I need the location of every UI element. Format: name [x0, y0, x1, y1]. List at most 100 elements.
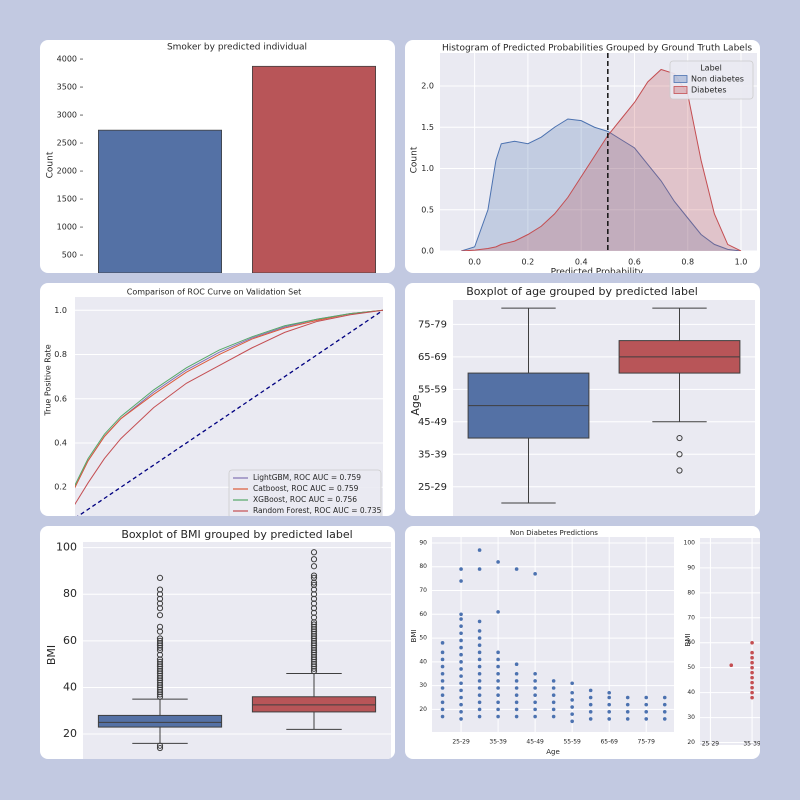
point: [496, 700, 500, 705]
y-tick-label: 40: [419, 658, 427, 665]
point: [514, 671, 519, 676]
y-tick-label: 4000: [57, 55, 77, 64]
roc-curve: [75, 309, 383, 516]
y-tick-label: 0.6: [54, 394, 67, 403]
y-axis-label: Count: [46, 151, 56, 178]
legend-box: [228, 469, 382, 516]
y-tick-label: 2000: [57, 167, 77, 176]
x-tick-label: 0.0: [468, 258, 481, 267]
point: [607, 709, 611, 714]
point: [588, 709, 593, 714]
outlier: [156, 656, 164, 663]
point: [440, 707, 445, 712]
point: [607, 695, 611, 700]
point: [570, 681, 574, 686]
outlier: [156, 691, 164, 698]
legend-box: [669, 60, 754, 100]
outlier: [310, 635, 318, 642]
point: [625, 717, 630, 721]
chart: 20 30 40 50 60 70 80 90 25-29 35-39 45-49 55-59 65-6…: [410, 529, 674, 756]
outlier: [310, 581, 318, 588]
point: [459, 631, 463, 636]
outlier: [310, 619, 318, 626]
outlier: [156, 623, 164, 630]
outlier: [310, 647, 318, 654]
point: [644, 709, 649, 714]
y-tick-label: 1000: [57, 223, 77, 232]
outlier: [156, 663, 164, 670]
point: [477, 664, 482, 669]
point: [459, 652, 463, 657]
plot-content: [461, 53, 742, 251]
legend-label: Diabetes: [691, 86, 727, 95]
point: [459, 617, 463, 621]
point: [496, 664, 500, 669]
outlier: [310, 623, 318, 630]
point: [459, 695, 463, 700]
chart-title: Histogram of Predicted Probabilities Gro…: [442, 44, 752, 54]
outlier: [156, 675, 164, 682]
outlier: [156, 744, 164, 752]
y-tick-label: 80: [63, 587, 77, 600]
outlier: [156, 679, 164, 686]
point: [496, 650, 500, 655]
point: [514, 693, 519, 697]
point: [533, 671, 537, 676]
y-tick-label: 60: [63, 634, 77, 647]
point: [496, 714, 500, 719]
y-tick-label: 65-69: [418, 352, 447, 363]
card-content: 0.0 0.5 1.0 1.5 2.0 0.0 0.2 0.4 0.6 0.8 1.0 Histogr…: [410, 44, 757, 273]
card-content: 20 40 60 80 100 Boxplot of BMI grouped by pre…: [45, 528, 391, 759]
outlier: [156, 689, 164, 696]
point: [496, 679, 500, 683]
point: [496, 610, 500, 614]
outlier: [310, 621, 318, 628]
outlier: [310, 591, 318, 598]
card-content: 500 1000 1500 2000 2500 3000 3500 4000 Smoker by…: [46, 43, 391, 273]
y-tick-label: 55-59: [418, 384, 447, 395]
y-tick-label: 80: [419, 563, 427, 570]
outlier: [156, 665, 164, 672]
point: [440, 686, 445, 690]
outlier: [310, 609, 318, 616]
point: [607, 690, 611, 695]
point: [570, 698, 574, 702]
outlier: [310, 563, 318, 570]
point: [750, 690, 754, 695]
box: [251, 696, 377, 713]
outlier: [310, 572, 318, 579]
point: [459, 674, 463, 678]
y-tick-label: 50: [419, 635, 427, 642]
point: [662, 717, 667, 721]
point: [729, 663, 734, 667]
point: [477, 619, 482, 624]
legend-title: Label: [700, 64, 722, 73]
outlier: [156, 640, 164, 647]
point: [514, 714, 519, 719]
point: [477, 567, 482, 571]
outlier: [156, 693, 164, 700]
point: [514, 662, 519, 667]
outlier: [310, 556, 318, 563]
y-tick-label: 20: [63, 727, 77, 740]
point: [570, 712, 574, 716]
outlier: [156, 586, 164, 593]
y-axis-label: Count: [410, 146, 420, 173]
point: [750, 695, 754, 700]
outlier: [310, 633, 318, 640]
x-tick-label: 25-29: [452, 739, 470, 746]
point: [588, 702, 593, 707]
point: [459, 709, 463, 714]
point: [477, 548, 482, 552]
y-tick-label: 30: [687, 714, 695, 721]
roc-curve: [75, 309, 383, 516]
chart-title: Comparison of ROC Curve on Validation Se…: [127, 288, 302, 297]
chart-title: Boxplot of BMI grouped by predicted labe…: [121, 528, 352, 541]
point: [459, 717, 463, 721]
point: [551, 700, 556, 705]
y-tick-label: 40: [687, 689, 695, 696]
y-tick-label: 20: [419, 706, 427, 713]
point: [477, 686, 482, 690]
